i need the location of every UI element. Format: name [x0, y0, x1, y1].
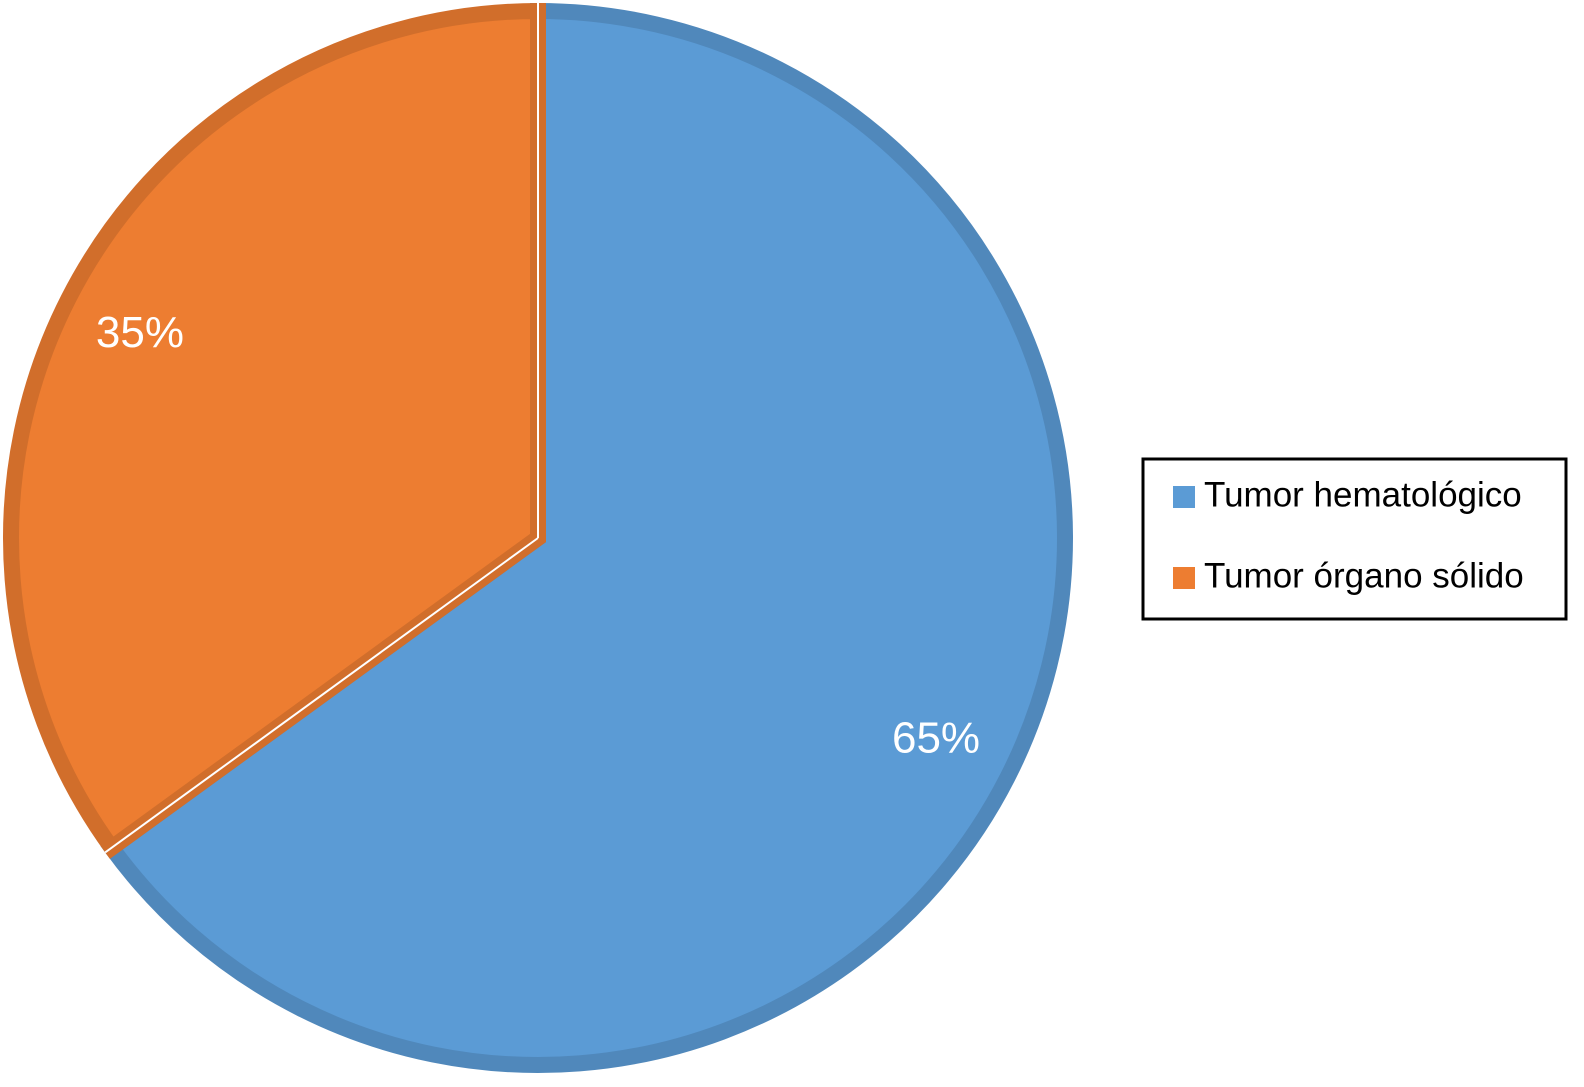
- pie-slice: [3, 2, 546, 859]
- slice-separator: [104, 537, 539, 854]
- data-label: 65%: [892, 713, 980, 762]
- data-label: 35%: [96, 308, 184, 357]
- legend-swatch: [1173, 486, 1195, 508]
- pie-slice: [100, 2, 1073, 1073]
- legend-swatch: [1173, 567, 1195, 589]
- legend-box: [1141, 457, 1568, 621]
- legend-label: Tumor órgano sólido: [1204, 556, 1524, 595]
- legend-label: Tumor hematológico: [1204, 475, 1522, 514]
